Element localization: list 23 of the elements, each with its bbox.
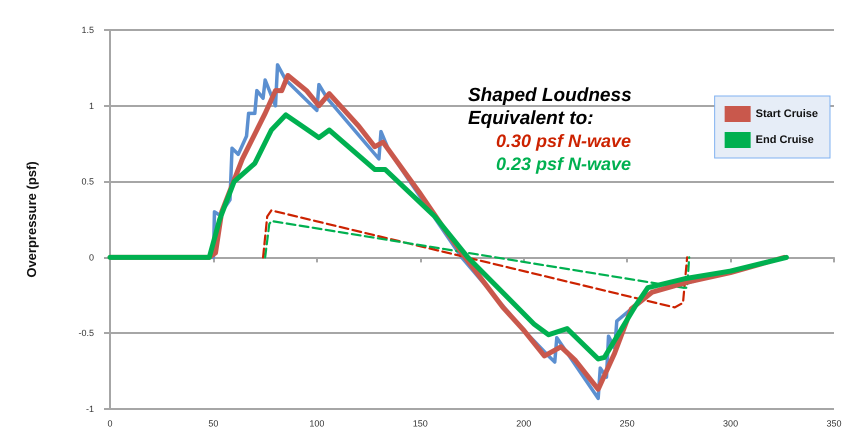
y-tick-label: 1 bbox=[88, 100, 94, 111]
x-tick-label: 0 bbox=[107, 418, 113, 428]
annotation: 0.23 psf N-wave bbox=[496, 154, 632, 174]
x-tick-label: 350 bbox=[826, 418, 842, 428]
x-tick-label: 300 bbox=[723, 418, 738, 428]
x-tick-label: 50 bbox=[208, 418, 218, 428]
line-series bbox=[264, 220, 690, 289]
x-tick-label: 250 bbox=[620, 418, 635, 428]
line-series bbox=[262, 209, 688, 309]
y-tick-label: -1 bbox=[86, 404, 94, 414]
y-tick-label: 1.5 bbox=[81, 25, 94, 35]
y-axis-title: Overpressure (psf) bbox=[24, 161, 39, 278]
x-tick-label: 100 bbox=[309, 418, 324, 428]
annotation: Shaped Loudness bbox=[468, 85, 632, 106]
legend-label: Start Cruise bbox=[756, 108, 818, 120]
annotation: Equivalent to: bbox=[468, 108, 594, 129]
y-tick-label: 0 bbox=[88, 252, 94, 262]
x-tick-label: 200 bbox=[516, 418, 532, 428]
x-tick-label: 150 bbox=[412, 418, 428, 428]
y-tick-label: 0.5 bbox=[81, 176, 94, 187]
annotation: 0.30 psf N-wave bbox=[496, 131, 632, 151]
y-tick-label: -0.5 bbox=[78, 328, 94, 338]
legend-label: End Cruise bbox=[756, 134, 814, 146]
